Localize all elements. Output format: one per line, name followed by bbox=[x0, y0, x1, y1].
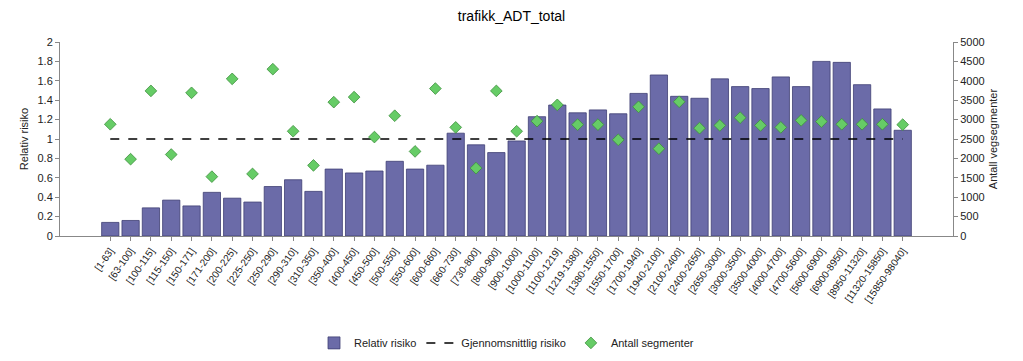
svg-text:0.6: 0.6 bbox=[38, 172, 53, 184]
svg-text:1.8: 1.8 bbox=[38, 55, 53, 67]
svg-text:[550-600]: [550-600] bbox=[388, 246, 421, 287]
svg-text:[250-290]: [250-290] bbox=[245, 246, 278, 287]
svg-text:Antall vegsegmenter: Antall vegsegmenter bbox=[987, 89, 999, 190]
svg-text:0.2: 0.2 bbox=[38, 210, 53, 222]
svg-text:trafikk_ADT_total: trafikk_ADT_total bbox=[458, 8, 565, 24]
svg-text:[450-500]: [450-500] bbox=[347, 246, 380, 287]
svg-text:1: 1 bbox=[47, 133, 53, 145]
svg-text:[6900-8950]: [6900-8950] bbox=[808, 246, 848, 296]
svg-text:[900-1000]: [900-1000] bbox=[486, 246, 523, 292]
svg-text:1500: 1500 bbox=[960, 172, 984, 184]
svg-text:4500: 4500 bbox=[960, 55, 984, 67]
svg-text:[4000-4700]: [4000-4700] bbox=[747, 246, 787, 296]
svg-text:[1-63]: [1-63] bbox=[92, 246, 116, 273]
svg-text:[600-660]: [600-660] bbox=[408, 246, 441, 287]
svg-text:[310-350]: [310-350] bbox=[286, 246, 319, 287]
svg-text:[1940-2100]: [1940-2100] bbox=[625, 246, 665, 296]
svg-text:[171-200]: [171-200] bbox=[184, 246, 217, 287]
svg-text:[2100-2400]: [2100-2400] bbox=[645, 246, 685, 296]
svg-text:0.4: 0.4 bbox=[38, 191, 53, 203]
svg-text:Gjennomsnittlig risiko: Gjennomsnittlig risiko bbox=[461, 337, 566, 349]
svg-text:Antall segmenter: Antall segmenter bbox=[611, 337, 694, 349]
svg-text:[1000-1100]: [1000-1100] bbox=[504, 246, 543, 296]
svg-text:[400-450]: [400-450] bbox=[327, 246, 360, 287]
svg-text:[1700-1940]: [1700-1940] bbox=[605, 246, 645, 296]
svg-text:1000: 1000 bbox=[960, 191, 984, 203]
svg-text:[150-171]: [150-171] bbox=[164, 246, 197, 287]
svg-text:[115-150]: [115-150] bbox=[144, 246, 177, 286]
svg-text:[225-250]: [225-250] bbox=[225, 246, 258, 287]
svg-text:Relativ risiko: Relativ risiko bbox=[354, 337, 416, 349]
svg-text:0.8: 0.8 bbox=[38, 152, 53, 164]
svg-text:[100-115]: [100-115] bbox=[124, 246, 157, 286]
svg-text:0: 0 bbox=[960, 230, 966, 242]
svg-text:5000: 5000 bbox=[960, 36, 984, 48]
svg-text:[11320-15850]: [11320-15850] bbox=[843, 246, 889, 305]
svg-text:1.4: 1.4 bbox=[38, 94, 53, 106]
svg-text:[4700-5600]: [4700-5600] bbox=[767, 246, 807, 296]
svg-text:500: 500 bbox=[960, 210, 978, 222]
svg-text:2000: 2000 bbox=[960, 152, 984, 164]
svg-text:[5600-6900]: [5600-6900] bbox=[788, 246, 828, 296]
svg-text:[2650-3000]: [2650-3000] bbox=[686, 246, 726, 296]
svg-text:[290-310]: [290-310] bbox=[266, 246, 299, 287]
svg-text:[730-800]: [730-800] bbox=[449, 246, 482, 287]
svg-text:[500-550]: [500-550] bbox=[367, 246, 400, 287]
svg-text:[3500-4000]: [3500-4000] bbox=[727, 246, 767, 296]
svg-text:3000: 3000 bbox=[960, 113, 984, 125]
svg-text:[1100-1219]: [1100-1219] bbox=[524, 246, 563, 296]
svg-text:0: 0 bbox=[47, 230, 53, 242]
svg-text:4000: 4000 bbox=[960, 75, 984, 87]
svg-text:[2400-2650]: [2400-2650] bbox=[666, 246, 706, 296]
svg-text:3500: 3500 bbox=[960, 94, 984, 106]
svg-text:[1219-1380]: [1219-1380] bbox=[544, 246, 584, 296]
svg-text:[8950-11320]: [8950-11320] bbox=[825, 246, 868, 300]
svg-text:[350-400]: [350-400] bbox=[306, 246, 339, 287]
svg-text:[800-900]: [800-900] bbox=[469, 246, 502, 287]
svg-text:1.6: 1.6 bbox=[38, 75, 53, 87]
svg-text:1.2: 1.2 bbox=[38, 113, 53, 125]
svg-text:[63-100]: [63-100] bbox=[106, 246, 136, 283]
svg-text:[3000-3500]: [3000-3500] bbox=[706, 246, 746, 296]
svg-text:2: 2 bbox=[47, 36, 53, 48]
svg-text:[15850-98040]: [15850-98040] bbox=[862, 246, 908, 305]
svg-text:2500: 2500 bbox=[960, 133, 984, 145]
svg-text:[200-225]: [200-225] bbox=[205, 246, 238, 287]
svg-text:[1550-1700]: [1550-1700] bbox=[584, 246, 624, 296]
svg-text:[1380-1550]: [1380-1550] bbox=[564, 246, 604, 296]
svg-text:[660-730]: [660-730] bbox=[428, 246, 461, 287]
svg-text:Relativ risiko: Relativ risiko bbox=[18, 108, 30, 170]
